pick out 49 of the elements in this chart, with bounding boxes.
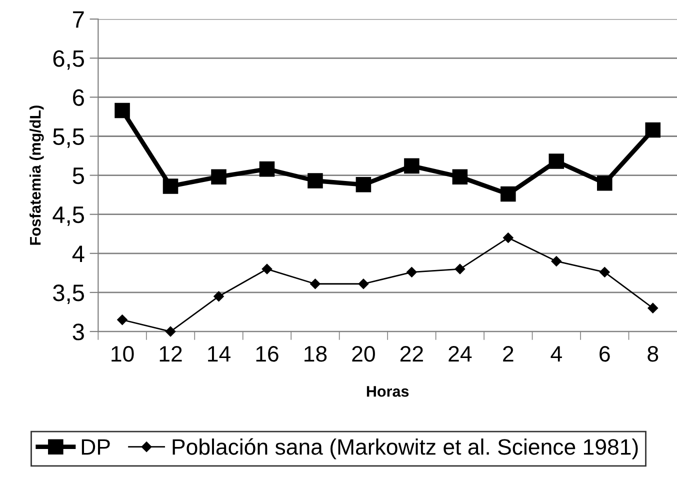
x-axis-title: Horas [366, 386, 409, 397]
y-tick-label: 3 [72, 324, 84, 340]
y-tick-label: 7 [73, 11, 84, 28]
point [500, 186, 516, 202]
y-tick-label: 4 [72, 246, 84, 262]
point [452, 169, 468, 184]
x-tick-label: 12 [160, 346, 182, 362]
point [308, 173, 323, 188]
point [406, 267, 417, 278]
point [310, 278, 320, 289]
y-tick-label: 5 [72, 168, 84, 184]
x-tick-label: 20 [352, 346, 375, 362]
point [600, 267, 610, 278]
point [262, 264, 272, 274]
point [503, 232, 514, 243]
point [259, 161, 275, 177]
x-tick-label: 24 [448, 346, 472, 362]
point [645, 122, 661, 138]
point [114, 102, 130, 118]
legend-label: Población sana (Markowitz et al. Science 1981) [172, 438, 638, 460]
point [211, 169, 226, 184]
point [597, 175, 612, 191]
y-tick-label: 6,5 [53, 50, 84, 70]
x-tick-label: 8 [648, 346, 658, 362]
x-tick-label: 16 [256, 346, 278, 362]
x-tick-label: 2 [503, 346, 514, 362]
point [454, 264, 466, 274]
point [648, 302, 658, 314]
point [165, 326, 176, 337]
point [551, 256, 562, 266]
x-tick-label: 14 [208, 346, 230, 362]
point [358, 278, 369, 289]
point [404, 158, 420, 174]
point [214, 291, 224, 302]
legend-label: DP [82, 439, 110, 455]
point [356, 177, 372, 192]
y-tick-label: 5,5 [53, 128, 84, 148]
x-tick-label: 18 [304, 346, 327, 362]
point [162, 178, 178, 194]
point [117, 314, 128, 325]
x-tick-label: 4 [550, 346, 562, 362]
x-tick-label: 10 [112, 346, 134, 362]
point [548, 154, 564, 169]
y-tick-label: 6 [73, 89, 84, 106]
y-tick-label: 3,5 [53, 284, 84, 304]
y-axis-title: Fosfatemia (mg/dL) [30, 106, 44, 245]
x-tick-label: 22 [400, 346, 423, 362]
y-tick-label: 4,5 [52, 206, 84, 226]
x-tick-label: 6 [600, 346, 610, 362]
